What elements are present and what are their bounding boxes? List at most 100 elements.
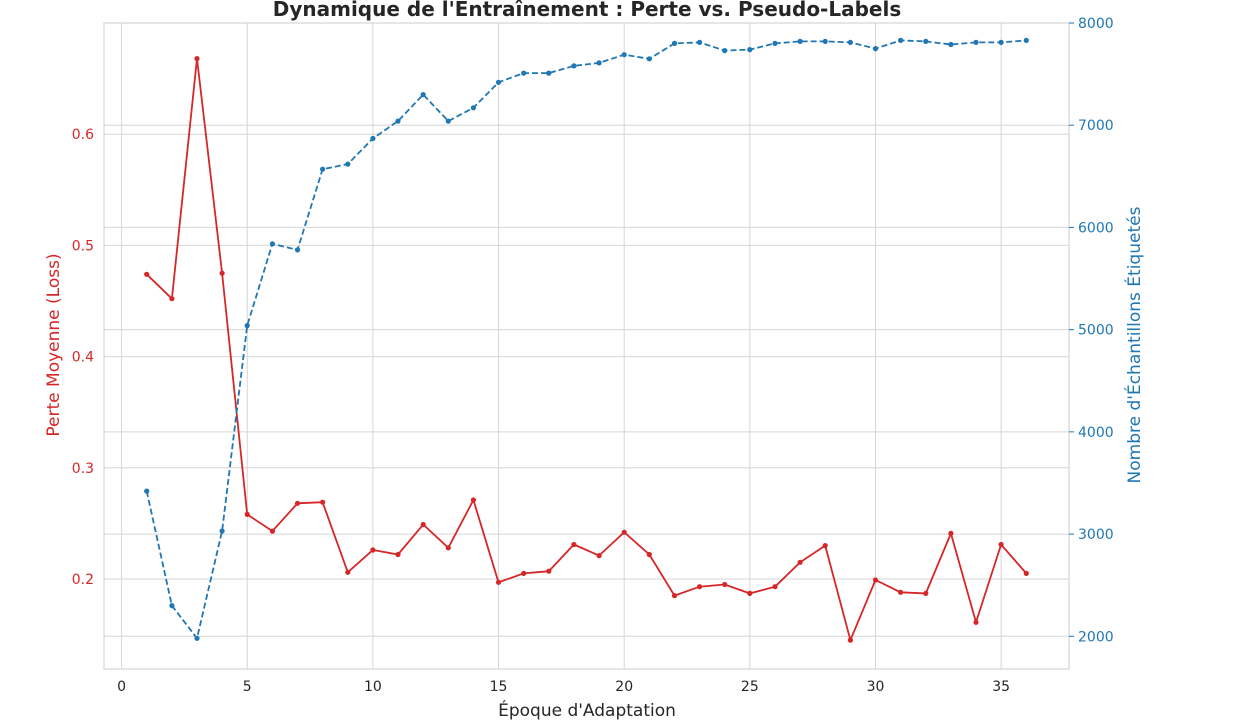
data-point-loss xyxy=(144,271,150,277)
data-point-labels xyxy=(546,70,552,76)
data-point-labels xyxy=(395,118,401,124)
data-point-labels xyxy=(998,39,1004,46)
data-point-labels xyxy=(144,488,150,494)
data-point-loss xyxy=(671,593,678,599)
data-point-labels xyxy=(219,528,225,534)
y-right-tick-label: 4000 xyxy=(1078,425,1114,441)
data-point-labels xyxy=(948,41,954,48)
data-point-labels xyxy=(370,135,376,142)
x-tick-label: 0 xyxy=(117,679,126,695)
data-point-labels xyxy=(1023,37,1029,44)
right-axis-label: Nombre d'Échantillons Étiquetés xyxy=(1123,206,1145,483)
data-point-labels xyxy=(169,603,175,609)
data-point-loss xyxy=(898,589,904,595)
data-point-loss xyxy=(973,619,979,625)
data-point-labels xyxy=(320,166,326,172)
data-point-loss xyxy=(294,500,301,506)
data-point-loss xyxy=(1023,570,1029,577)
data-point-labels xyxy=(244,323,250,329)
data-point-labels xyxy=(571,63,577,69)
data-point-loss xyxy=(169,296,175,302)
y-left-tick-label: 0.4 xyxy=(72,350,94,366)
data-point-labels xyxy=(445,118,451,124)
data-point-loss xyxy=(470,497,476,503)
left-axis-label: Perte Moyenne (Loss) xyxy=(44,253,64,436)
data-point-labels xyxy=(847,39,854,46)
y-right-tick-label: 5000 xyxy=(1078,323,1114,339)
x-tick-label: 25 xyxy=(741,679,759,695)
y-right-tick-label: 2000 xyxy=(1078,629,1114,645)
data-point-loss xyxy=(495,579,502,585)
data-point-loss xyxy=(998,541,1004,548)
data-point-labels xyxy=(722,48,728,54)
data-point-loss xyxy=(872,577,879,583)
y-left-tick-label: 0.6 xyxy=(72,127,94,143)
data-point-loss xyxy=(822,543,828,549)
series-line-loss xyxy=(146,58,1027,643)
series-line-labels xyxy=(145,39,1027,641)
data-point-loss xyxy=(395,551,401,558)
data-point-loss xyxy=(596,553,602,559)
data-point-loss xyxy=(370,547,376,553)
data-point-loss xyxy=(269,528,275,534)
data-point-loss xyxy=(847,637,854,643)
series-layer xyxy=(144,37,1029,643)
y-left-tick-label: 0.3 xyxy=(72,461,94,477)
x-axis-ticks: 0 5 10 15 20 25 30 35 xyxy=(117,679,1010,695)
data-point-labels xyxy=(495,79,502,85)
data-point-labels xyxy=(923,38,929,45)
data-point-loss xyxy=(923,590,929,597)
data-point-labels xyxy=(345,161,351,167)
data-point-labels xyxy=(872,46,879,52)
data-point-loss xyxy=(948,530,954,537)
data-point-labels xyxy=(898,37,904,44)
data-point-labels xyxy=(822,38,828,45)
data-point-labels xyxy=(973,39,979,46)
data-point-loss xyxy=(646,551,652,558)
left-axis-ticks: 0.2 0.3 0.4 0.5 0.6 xyxy=(72,127,94,588)
data-point-loss xyxy=(571,541,577,548)
data-point-labels xyxy=(772,40,778,47)
y-right-tick-label: 7000 xyxy=(1078,118,1114,134)
data-point-loss xyxy=(420,521,426,528)
data-point-loss xyxy=(697,584,703,590)
grid-lines xyxy=(104,22,1069,669)
data-point-labels xyxy=(269,241,275,247)
data-point-loss xyxy=(521,570,527,577)
data-point-labels xyxy=(646,56,652,62)
data-point-labels xyxy=(420,92,426,98)
data-point-labels xyxy=(521,70,527,76)
x-tick-label: 20 xyxy=(615,679,633,695)
x-tick-label: 30 xyxy=(867,679,885,695)
data-point-loss xyxy=(797,559,803,565)
y-right-tick-label: 6000 xyxy=(1078,220,1114,236)
data-point-loss xyxy=(219,270,225,276)
data-point-labels xyxy=(747,47,753,53)
chart-title: Dynamique de l'Entraînement : Perte vs. … xyxy=(273,0,902,21)
data-point-labels xyxy=(797,38,803,45)
data-point-loss xyxy=(747,590,753,597)
data-point-loss xyxy=(546,568,552,574)
y-right-tick-label: 8000 xyxy=(1078,16,1114,32)
right-axis-ticks: 2000 3000 4000 5000 6000 7000 8000 xyxy=(1069,16,1114,645)
x-tick-label: 35 xyxy=(992,679,1010,695)
data-point-labels xyxy=(596,60,602,66)
data-point-loss xyxy=(345,569,351,575)
data-point-loss xyxy=(722,581,728,588)
data-point-loss xyxy=(244,511,250,517)
y-right-tick-label: 3000 xyxy=(1078,527,1114,543)
y-left-tick-label: 0.5 xyxy=(72,238,94,254)
data-point-loss xyxy=(621,529,627,535)
data-point-loss xyxy=(772,584,778,590)
x-tick-label: 15 xyxy=(490,679,508,695)
data-point-labels xyxy=(470,105,476,111)
x-tick-label: 5 xyxy=(243,679,252,695)
data-point-loss xyxy=(445,545,451,551)
data-point-labels xyxy=(294,247,301,253)
data-point-labels xyxy=(697,39,703,46)
x-tick-label: 10 xyxy=(364,679,382,695)
x-axis-label: Époque d'Adaptation xyxy=(498,699,676,721)
data-point-loss xyxy=(320,499,326,505)
data-point-labels xyxy=(671,40,678,47)
